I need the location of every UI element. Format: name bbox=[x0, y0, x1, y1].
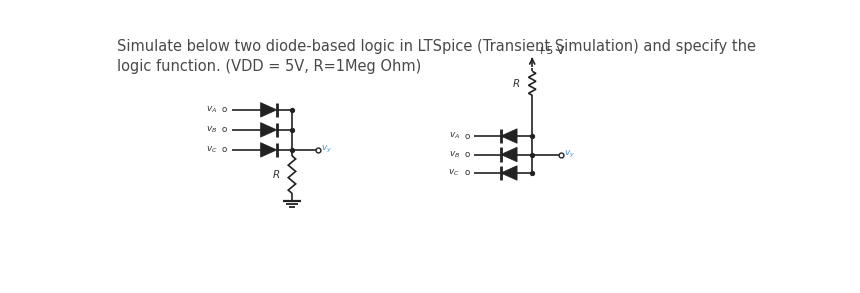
Text: R: R bbox=[273, 170, 280, 180]
Text: o: o bbox=[219, 125, 228, 134]
Text: $v_y$: $v_y$ bbox=[564, 149, 575, 160]
Text: logic function. (VDD = 5V, R=1Meg Ohm): logic function. (VDD = 5V, R=1Meg Ohm) bbox=[117, 59, 421, 74]
Text: o: o bbox=[462, 168, 470, 178]
Text: o: o bbox=[462, 150, 470, 159]
Polygon shape bbox=[501, 147, 517, 162]
Polygon shape bbox=[261, 103, 277, 117]
Text: $v_{B}$: $v_{B}$ bbox=[449, 149, 460, 160]
Polygon shape bbox=[261, 122, 277, 137]
Text: $v_{A}$: $v_{A}$ bbox=[449, 131, 460, 141]
Text: $v_{C}$: $v_{C}$ bbox=[206, 145, 218, 155]
Text: $v_{A}$: $v_{A}$ bbox=[206, 105, 218, 115]
Polygon shape bbox=[261, 143, 277, 157]
Text: $v_{B}$: $v_{B}$ bbox=[206, 125, 218, 135]
Text: $v_{C}$: $v_{C}$ bbox=[448, 168, 460, 178]
Text: +5 V: +5 V bbox=[537, 46, 564, 56]
Text: o: o bbox=[462, 132, 470, 141]
Text: Simulate below two diode-based logic in LTSpice (Transient Simulation) and speci: Simulate below two diode-based logic in … bbox=[117, 39, 756, 54]
Text: R: R bbox=[513, 79, 519, 89]
Text: o: o bbox=[219, 145, 228, 154]
Polygon shape bbox=[501, 166, 517, 180]
Text: o: o bbox=[219, 105, 228, 114]
Polygon shape bbox=[501, 129, 517, 143]
Text: $v_y$: $v_y$ bbox=[322, 144, 333, 156]
